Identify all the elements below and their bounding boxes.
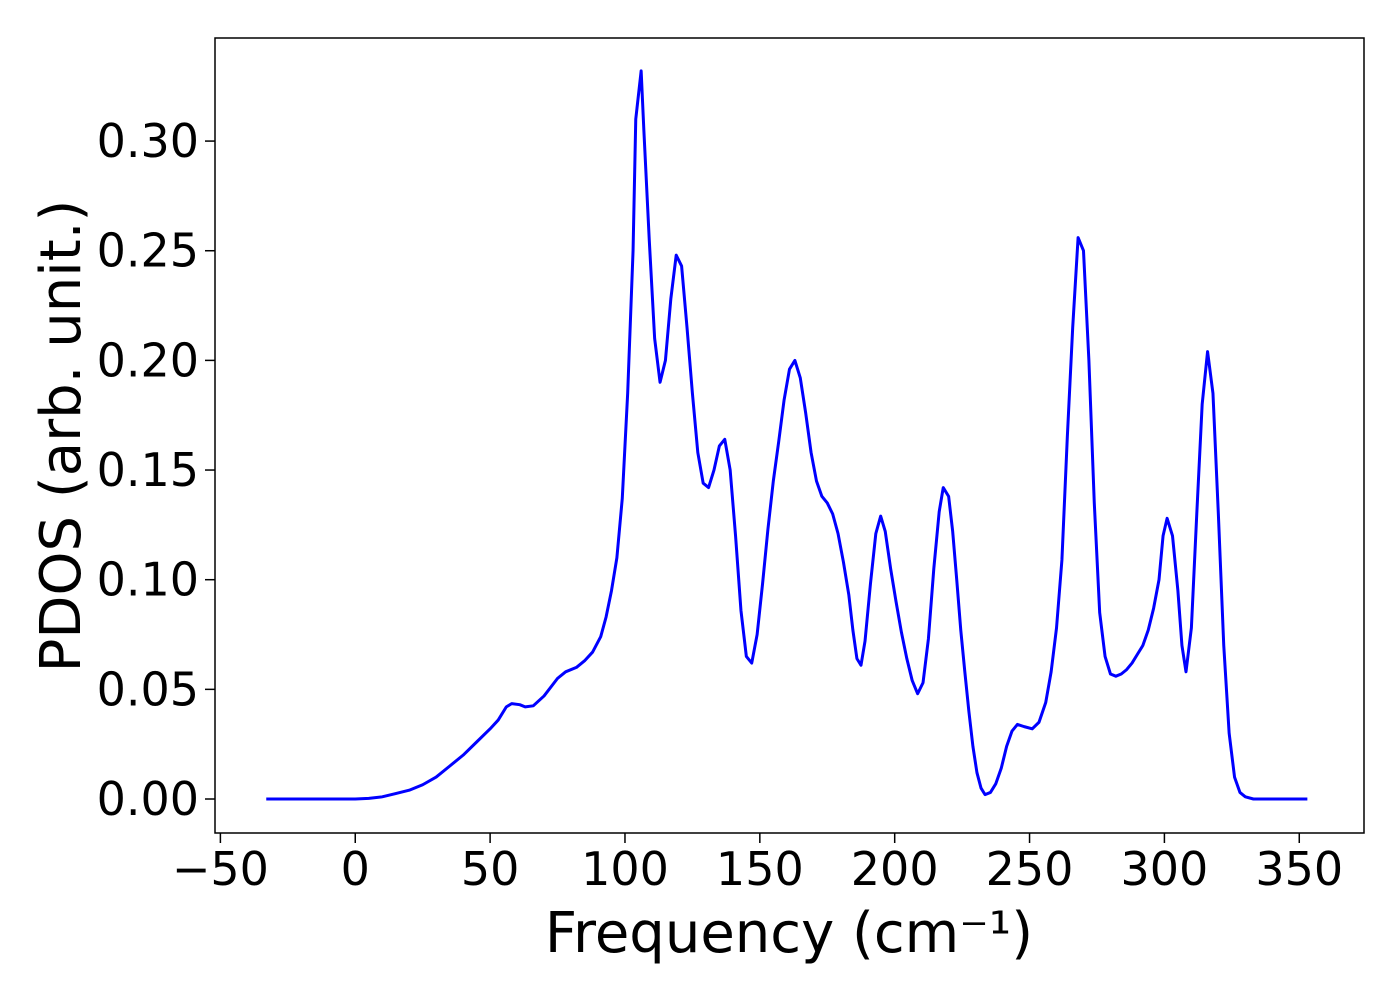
y-tick-label: 0.05 [97,662,199,716]
plot-frame [214,37,1365,834]
x-tick-label: 300 [1121,842,1209,896]
x-tick-label: 0 [341,842,370,896]
x-tick-label: 50 [461,842,520,896]
y-tick-label: 0.20 [97,333,199,387]
x-tick-label: −50 [172,842,269,896]
y-tick-label: 0.10 [97,553,199,607]
y-axis-label: PDOS (arb. unit.) [29,200,94,673]
y-tick-label: 0.00 [97,772,199,826]
x-tick-label: 250 [986,842,1074,896]
x-axis-label: Frequency (cm⁻¹) [545,901,1033,966]
y-tick-label: 0.25 [97,224,199,278]
y-tick-label: 0.15 [97,443,199,497]
data-line [266,69,1308,801]
x-tick-label: 100 [581,842,669,896]
y-tick-label: 0.30 [97,114,199,168]
x-tick-label: 150 [716,842,804,896]
x-tick-label: 350 [1255,842,1343,896]
x-tick-label: 200 [851,842,939,896]
